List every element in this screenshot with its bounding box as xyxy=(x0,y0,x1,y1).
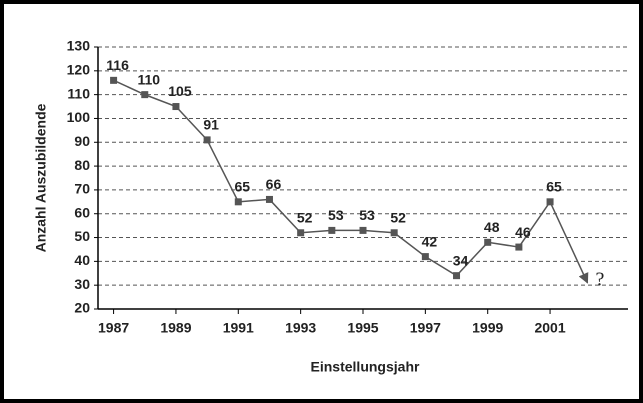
data-label: 66 xyxy=(266,176,282,192)
y-tick-label: 120 xyxy=(67,62,91,78)
marker xyxy=(421,253,429,261)
x-tick-label: 1991 xyxy=(223,320,254,336)
x-tick-label: 1997 xyxy=(410,320,441,336)
y-tick-label: 30 xyxy=(74,276,90,292)
data-label: 42 xyxy=(422,233,438,249)
marker xyxy=(297,229,305,237)
x-tick-label: 2001 xyxy=(534,320,565,336)
marker xyxy=(234,198,242,206)
data-label: 53 xyxy=(328,207,344,223)
x-tick-label: 1993 xyxy=(285,320,316,336)
x-axis-label: Einstellungsjahr xyxy=(311,359,420,375)
data-label: 91 xyxy=(203,117,219,133)
x-tick-label: 1987 xyxy=(98,320,129,336)
data-label: 116 xyxy=(106,57,129,73)
marker xyxy=(359,226,367,234)
data-label: 65 xyxy=(546,179,562,195)
y-tick-label: 50 xyxy=(74,228,90,244)
marker xyxy=(172,103,180,111)
y-tick-label: 90 xyxy=(74,133,90,149)
marker xyxy=(203,136,211,144)
data-label: 53 xyxy=(359,207,375,223)
y-tick-label: 110 xyxy=(67,85,90,101)
data-label: 48 xyxy=(484,219,500,235)
y-tick-label: 100 xyxy=(67,109,91,125)
marker xyxy=(141,91,149,99)
annotation: ? xyxy=(595,268,604,290)
x-tick-label: 1995 xyxy=(347,320,378,336)
marker xyxy=(265,195,273,203)
data-label: 34 xyxy=(453,252,469,268)
y-tick-label: 70 xyxy=(74,181,90,197)
data-label: 46 xyxy=(515,224,531,240)
y-tick-label: 80 xyxy=(74,157,90,173)
marker xyxy=(110,76,118,84)
data-label: 52 xyxy=(297,209,313,225)
marker xyxy=(453,272,461,280)
marker xyxy=(390,229,398,237)
data-label: 105 xyxy=(168,83,192,99)
marker xyxy=(484,238,492,246)
y-axis-label: Anzahl Auszubildende xyxy=(33,103,49,252)
y-tick-label: 20 xyxy=(74,300,90,316)
data-label: 110 xyxy=(137,71,160,87)
x-tick-label: 1999 xyxy=(472,320,503,336)
y-tick-label: 130 xyxy=(67,38,91,54)
marker xyxy=(328,226,336,234)
marker xyxy=(515,243,523,251)
data-label: 52 xyxy=(390,209,406,225)
data-label: 65 xyxy=(235,179,251,195)
y-tick-label: 60 xyxy=(74,204,90,220)
x-tick-label: 1989 xyxy=(160,320,191,336)
arrow xyxy=(549,201,589,284)
y-tick-label: 40 xyxy=(74,252,90,268)
